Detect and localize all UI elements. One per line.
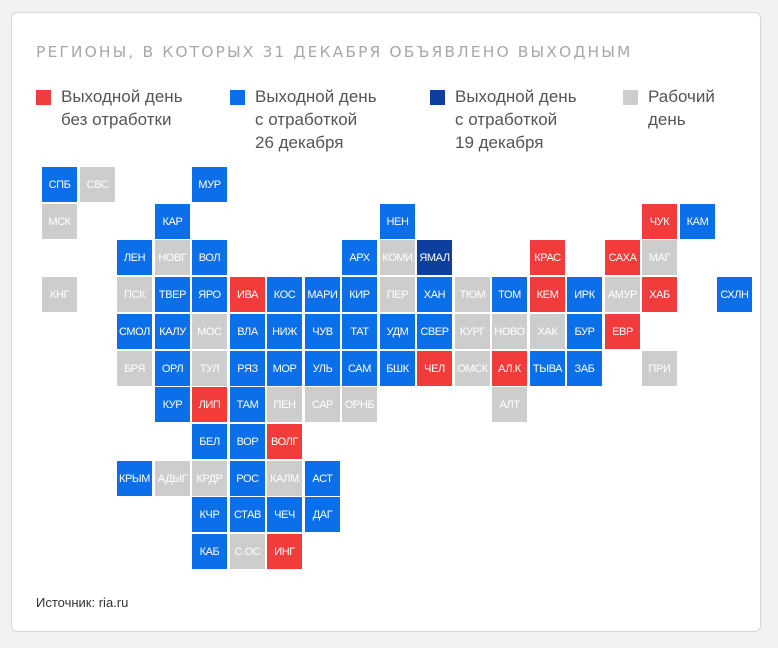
region-tile: ИРК (567, 277, 602, 312)
region-tile: МОР (267, 351, 302, 386)
region-tile: ЧУВ (305, 314, 340, 349)
region-tile: НЕН (380, 204, 415, 239)
legend-swatch (36, 90, 51, 105)
region-tile: СМОЛ (117, 314, 152, 349)
region-tile: АМУР (605, 277, 640, 312)
region-tile: РОС (230, 461, 265, 496)
region-tile: ДАГ (305, 497, 340, 532)
region-tile: ХАБ (642, 277, 677, 312)
region-tile: СХЛН (717, 277, 752, 312)
region-tile: ЛЕН (117, 240, 152, 275)
legend-label: Выходной день с отработкой 19 декабря (455, 87, 577, 152)
source-note: Источник: ria.ru (36, 595, 129, 610)
region-tile: САР (305, 387, 340, 422)
region-tile: КАР (155, 204, 190, 239)
region-tile: БРЯ (117, 351, 152, 386)
region-tile: СВС (80, 167, 115, 202)
region-tile: СПБ (42, 167, 77, 202)
region-tile: ЧЕЛ (417, 351, 452, 386)
region-tile: КЕМ (530, 277, 565, 312)
region-tile: ТОМ (492, 277, 527, 312)
region-tile: ЗАБ (567, 351, 602, 386)
region-tile: САХА (605, 240, 640, 275)
region-tile: НОВО (492, 314, 527, 349)
region-tile: КОМИ (380, 240, 415, 275)
region-tile: КУРГ (455, 314, 490, 349)
region-tile: АЛ.К (492, 351, 527, 386)
region-tile: КРАС (530, 240, 565, 275)
region-tile: ЕВР (605, 314, 640, 349)
region-tile: КРЫМ (117, 461, 152, 496)
region-tile: ЧУК (642, 204, 677, 239)
region-tile: ВОЛ (192, 240, 227, 275)
region-tile: ЯРО (192, 277, 227, 312)
region-tile: ЛИП (192, 387, 227, 422)
region-tile: АСТ (305, 461, 340, 496)
region-tile: САМ (342, 351, 377, 386)
region-tile: ТЮМ (455, 277, 490, 312)
region-tile: ПСК (117, 277, 152, 312)
region-tile: БУР (567, 314, 602, 349)
region-tile: НОВГ (155, 240, 190, 275)
region-tile: КЧР (192, 497, 227, 532)
region-tile: РЯЗ (230, 351, 265, 386)
region-tile: НИЖ (267, 314, 302, 349)
region-tile: КИР (342, 277, 377, 312)
legend-swatch (230, 90, 245, 105)
region-tile: БШК (380, 351, 415, 386)
region-tile: УЛЬ (305, 351, 340, 386)
region-tile: ОМСК (455, 351, 490, 386)
region-tile: УДМ (380, 314, 415, 349)
region-tile: СВЕР (417, 314, 452, 349)
legend-label: Рабочий день (648, 87, 715, 129)
region-tile: ВЛА (230, 314, 265, 349)
region-tile: АЛТ (492, 387, 527, 422)
region-tile: КАМ (680, 204, 715, 239)
region-tile: МСК (42, 204, 77, 239)
region-tile: ИНГ (267, 534, 302, 569)
region-tile: ПЕН (267, 387, 302, 422)
region-tile: ХАН (417, 277, 452, 312)
region-tile: КАЛМ (267, 461, 302, 496)
region-tile: ОРЛ (155, 351, 190, 386)
region-tile: СТАВ (230, 497, 265, 532)
region-tile: ИВА (230, 277, 265, 312)
region-tile: КРДР (192, 461, 227, 496)
region-tile: ТАМ (230, 387, 265, 422)
region-tile: БЕЛ (192, 424, 227, 459)
region-tile: С.ОС (230, 534, 265, 569)
region-tile: АДЫГ (155, 461, 190, 496)
region-tile: КАЛУ (155, 314, 190, 349)
region-tile: МАРИ (305, 277, 340, 312)
region-tile: КНГ (42, 277, 77, 312)
region-tile: ОРНБ (342, 387, 377, 422)
legend-label: Выходной день без отработки (61, 87, 183, 129)
region-tile: ТЫВА (530, 351, 565, 386)
legend-swatch (623, 90, 638, 105)
region-tile: ТУЛ (192, 351, 227, 386)
legend-label: Выходной день с отработкой 26 декабря (255, 87, 377, 152)
region-tile: ТВЕР (155, 277, 190, 312)
region-tile: ЯМАЛ (417, 240, 452, 275)
region-tile: АРХ (342, 240, 377, 275)
region-tile: ЧЕЧ (267, 497, 302, 532)
region-tile: ТАТ (342, 314, 377, 349)
region-tile: ХАК (530, 314, 565, 349)
region-tile: ВОР (230, 424, 265, 459)
region-tile: ВОЛГ (267, 424, 302, 459)
region-tile: КУР (155, 387, 190, 422)
region-tile: МАГ (642, 240, 677, 275)
region-tile: КАБ (192, 534, 227, 569)
region-tile: ПРИ (642, 351, 677, 386)
region-tile: ПЕР (380, 277, 415, 312)
legend-swatch (430, 90, 445, 105)
map-title: РЕГИОНЫ, В КОТОРЫХ 31 ДЕКАБРЯ ОБЪЯВЛЕНО … (36, 43, 633, 61)
region-tile: МУР (192, 167, 227, 202)
region-tile: МОС (192, 314, 227, 349)
region-tile: КОС (267, 277, 302, 312)
infographic-card: РЕГИОНЫ, В КОТОРЫХ 31 ДЕКАБРЯ ОБЪЯВЛЕНО … (11, 12, 761, 632)
